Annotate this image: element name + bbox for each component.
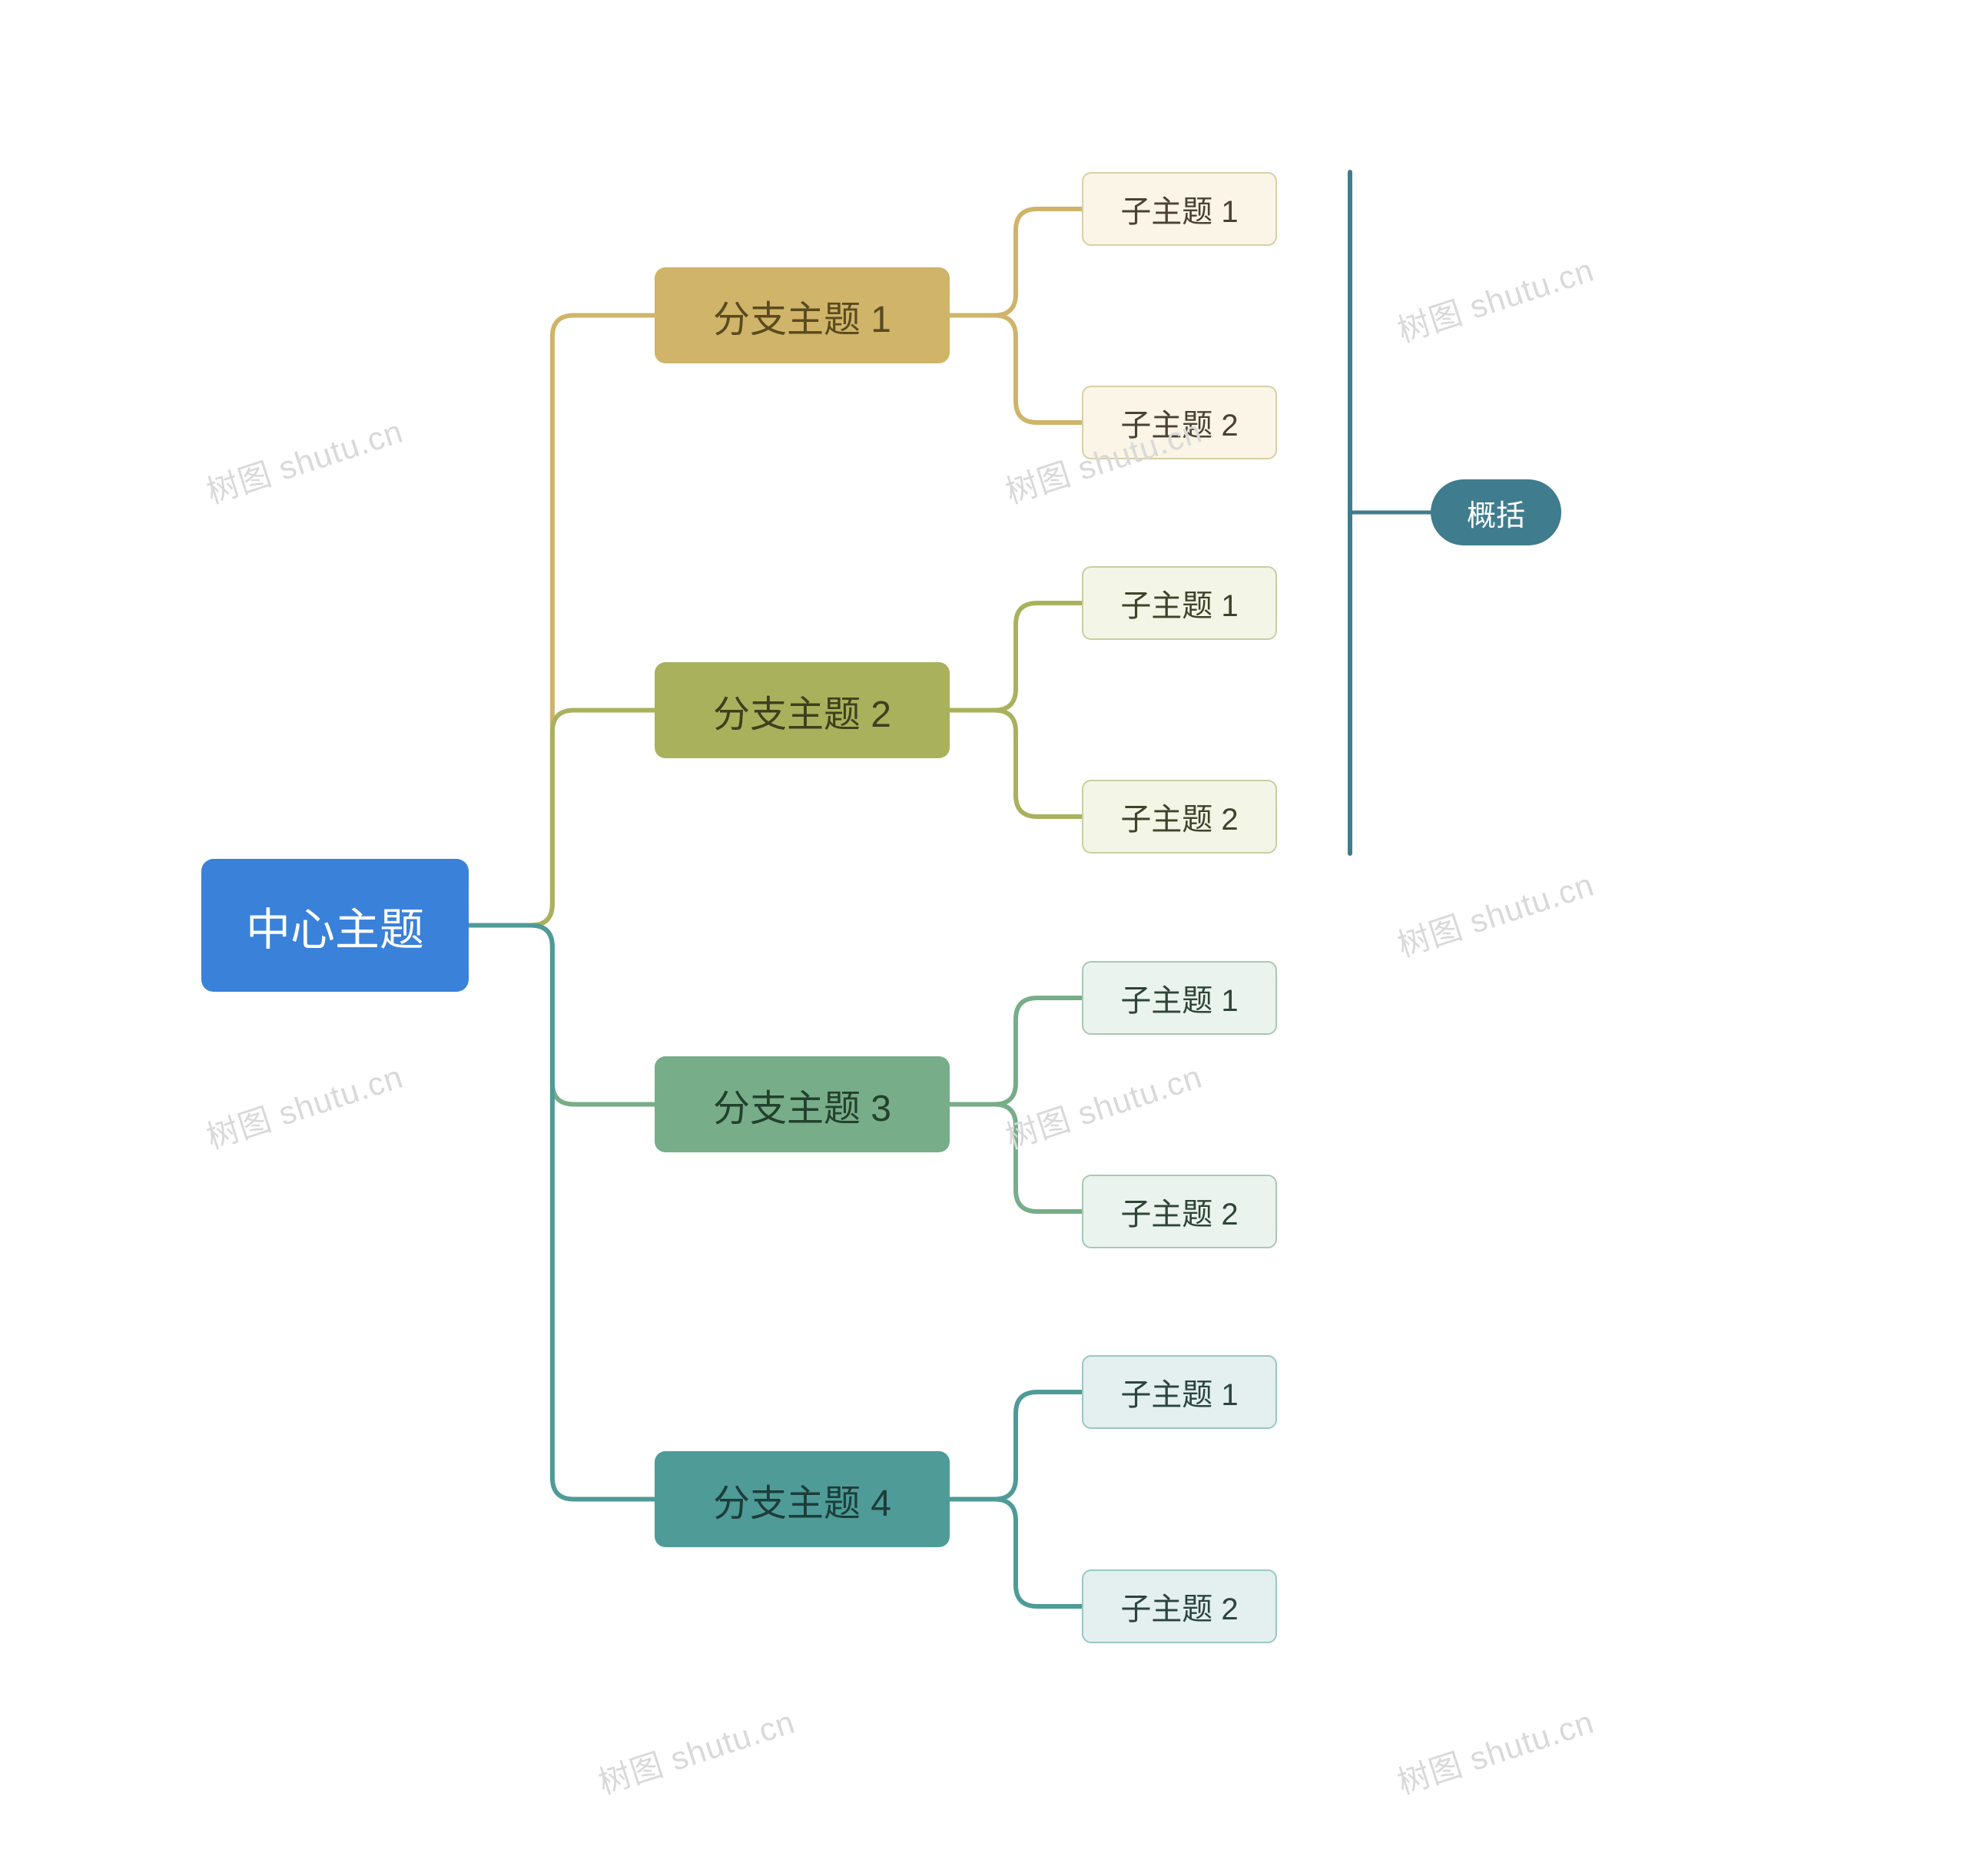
child-node-4-2-label: 子主题 2	[1120, 1584, 1238, 1629]
child-node-1-2[interactable]: 子主题 2	[1082, 386, 1277, 459]
watermark: 树图 shutu.cn	[999, 1051, 1207, 1158]
branch-node-4[interactable]: 分支主题 4	[655, 1451, 950, 1547]
summary-pill[interactable]: 概括	[1431, 479, 1561, 545]
child-node-3-1[interactable]: 子主题 1	[1082, 961, 1277, 1035]
watermark: 树图 shutu.cn	[1391, 244, 1599, 352]
child-node-1-1-label: 子主题 1	[1120, 187, 1238, 231]
child-node-2-2[interactable]: 子主题 2	[1082, 780, 1277, 853]
watermark: 树图 shutu.cn	[200, 1051, 408, 1158]
branch-node-2-label: 分支主题 2	[713, 684, 891, 737]
child-node-2-1[interactable]: 子主题 1	[1082, 566, 1277, 640]
child-node-3-2[interactable]: 子主题 2	[1082, 1175, 1277, 1248]
child-node-4-2[interactable]: 子主题 2	[1082, 1569, 1277, 1643]
watermark: 树图 shutu.cn	[592, 1696, 800, 1804]
branch-node-3[interactable]: 分支主题 3	[655, 1056, 950, 1152]
branch-node-4-label: 分支主题 4	[713, 1473, 891, 1526]
branch-node-3-label: 分支主题 3	[713, 1078, 891, 1132]
root-node-label: 中心主题	[246, 893, 424, 958]
child-node-1-1[interactable]: 子主题 1	[1082, 172, 1277, 246]
child-node-3-2-label: 子主题 2	[1120, 1189, 1238, 1234]
child-node-2-1-label: 子主题 1	[1120, 581, 1238, 625]
watermark: 树图 shutu.cn	[1391, 1696, 1599, 1804]
child-node-3-1-label: 子主题 1	[1120, 976, 1238, 1020]
child-node-4-1[interactable]: 子主题 1	[1082, 1355, 1277, 1429]
child-node-2-2-label: 子主题 2	[1120, 794, 1238, 839]
summary-pill-label: 概括	[1467, 492, 1525, 534]
watermark: 树图 shutu.cn	[1391, 859, 1599, 966]
child-node-4-1-label: 子主题 1	[1120, 1370, 1238, 1414]
branch-node-2[interactable]: 分支主题 2	[655, 662, 950, 758]
watermark: 树图 shutu.cn	[200, 406, 408, 513]
mindmap-canvas: 中心主题 分支主题 1 子主题 1 子主题 2 分支主题 2 子主题 1 子主题 2 分支主题…	[0, 0, 1967, 1876]
branch-node-1[interactable]: 分支主题 1	[655, 267, 950, 363]
child-node-1-2-label: 子主题 2	[1120, 400, 1238, 445]
branch-node-1-label: 分支主题 1	[713, 289, 891, 343]
root-node[interactable]: 中心主题	[201, 859, 469, 992]
